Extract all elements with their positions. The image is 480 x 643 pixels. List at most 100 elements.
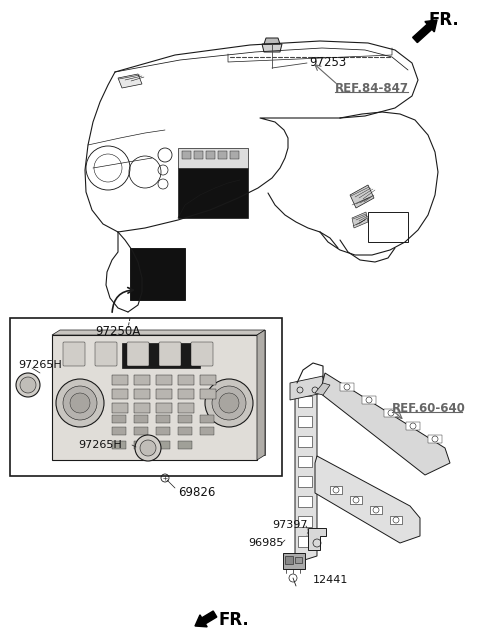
- Bar: [122, 343, 200, 368]
- Bar: [340, 383, 354, 391]
- Bar: [390, 516, 402, 524]
- Bar: [134, 375, 150, 385]
- Polygon shape: [350, 185, 374, 208]
- Bar: [156, 403, 172, 413]
- Text: 97253: 97253: [309, 57, 346, 69]
- Bar: [134, 403, 150, 413]
- Bar: [178, 375, 194, 385]
- Text: FR.: FR.: [218, 611, 249, 629]
- Bar: [178, 148, 248, 168]
- Bar: [134, 441, 148, 449]
- Bar: [112, 441, 126, 449]
- Bar: [298, 436, 312, 447]
- Bar: [330, 486, 342, 494]
- Bar: [178, 168, 248, 218]
- Bar: [370, 506, 382, 514]
- Bar: [362, 396, 376, 404]
- Bar: [200, 375, 216, 385]
- Bar: [178, 441, 192, 449]
- Text: REF.60-640: REF.60-640: [392, 401, 466, 415]
- Polygon shape: [60, 330, 265, 455]
- Bar: [156, 415, 170, 423]
- Circle shape: [219, 393, 239, 413]
- Bar: [285, 556, 293, 564]
- Polygon shape: [264, 38, 280, 44]
- Polygon shape: [320, 373, 450, 475]
- Bar: [178, 415, 192, 423]
- Text: 12441: 12441: [313, 575, 348, 585]
- Bar: [298, 456, 312, 467]
- Text: 97265H: 97265H: [18, 360, 62, 370]
- Polygon shape: [308, 528, 326, 550]
- Circle shape: [70, 393, 90, 413]
- Polygon shape: [262, 44, 282, 52]
- Bar: [112, 403, 128, 413]
- FancyArrow shape: [195, 611, 217, 627]
- Text: 97250A: 97250A: [96, 325, 141, 338]
- Polygon shape: [257, 330, 265, 460]
- Bar: [295, 557, 302, 563]
- Bar: [156, 389, 172, 399]
- Circle shape: [63, 386, 97, 420]
- Bar: [178, 389, 194, 399]
- Bar: [200, 415, 214, 423]
- Bar: [134, 415, 148, 423]
- Bar: [178, 427, 192, 435]
- Polygon shape: [315, 456, 420, 543]
- Text: 97397: 97397: [272, 520, 308, 530]
- Polygon shape: [290, 376, 323, 400]
- Bar: [406, 422, 420, 430]
- Bar: [182, 151, 191, 159]
- FancyBboxPatch shape: [63, 342, 85, 366]
- Bar: [200, 389, 216, 399]
- Bar: [298, 536, 312, 547]
- Circle shape: [16, 373, 40, 397]
- Bar: [134, 389, 150, 399]
- Bar: [112, 389, 128, 399]
- Bar: [298, 516, 312, 527]
- Bar: [298, 396, 312, 407]
- Circle shape: [212, 386, 246, 420]
- Text: REF.84-847: REF.84-847: [335, 82, 409, 95]
- FancyBboxPatch shape: [127, 342, 149, 366]
- Bar: [10, 318, 282, 476]
- Circle shape: [140, 440, 156, 456]
- Bar: [178, 403, 194, 413]
- Bar: [112, 427, 126, 435]
- Polygon shape: [315, 383, 330, 395]
- Bar: [368, 212, 408, 242]
- Polygon shape: [52, 335, 257, 460]
- FancyArrow shape: [413, 20, 437, 42]
- Text: 69826: 69826: [178, 485, 216, 498]
- Bar: [134, 427, 148, 435]
- Bar: [112, 415, 126, 423]
- Text: 97265H: 97265H: [78, 440, 122, 450]
- Bar: [428, 435, 442, 443]
- Text: FR.: FR.: [428, 11, 459, 29]
- Text: 96985: 96985: [248, 538, 283, 548]
- Bar: [156, 375, 172, 385]
- Bar: [156, 427, 170, 435]
- Bar: [298, 476, 312, 487]
- Bar: [384, 409, 398, 417]
- Polygon shape: [118, 74, 142, 88]
- Circle shape: [20, 377, 36, 393]
- Circle shape: [205, 379, 253, 427]
- Polygon shape: [52, 330, 265, 335]
- Bar: [194, 151, 203, 159]
- Bar: [156, 441, 170, 449]
- FancyBboxPatch shape: [159, 342, 181, 366]
- Bar: [298, 496, 312, 507]
- Bar: [230, 151, 239, 159]
- Bar: [283, 553, 305, 569]
- Polygon shape: [352, 212, 368, 228]
- Circle shape: [135, 435, 161, 461]
- Bar: [298, 416, 312, 427]
- Polygon shape: [295, 380, 317, 563]
- FancyBboxPatch shape: [95, 342, 117, 366]
- FancyBboxPatch shape: [191, 342, 213, 366]
- Bar: [218, 151, 227, 159]
- Bar: [350, 496, 362, 504]
- Bar: [206, 151, 215, 159]
- Bar: [130, 248, 185, 300]
